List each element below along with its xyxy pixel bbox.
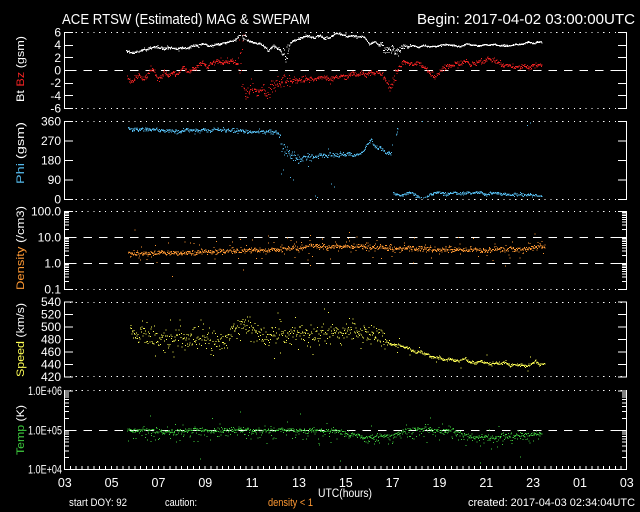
svg-text:-4: -4 xyxy=(50,89,61,103)
svg-text:10.0: 10.0 xyxy=(38,231,62,245)
svg-text:Begin: 2017-04-02 03:00:00UTC: Begin: 2017-04-02 03:00:00UTC xyxy=(417,11,635,28)
svg-text:6: 6 xyxy=(54,26,61,40)
svg-text:Phi (gsm): Phi (gsm) xyxy=(15,122,27,184)
svg-text:03: 03 xyxy=(58,476,72,490)
svg-text:-6: -6 xyxy=(50,102,61,116)
svg-text:caution:: caution: xyxy=(165,497,197,509)
svg-text:Bt Bz (gsm): Bt Bz (gsm) xyxy=(15,36,27,102)
svg-text:4: 4 xyxy=(54,38,61,52)
svg-text:11: 11 xyxy=(246,476,259,490)
svg-text:480: 480 xyxy=(41,333,61,347)
svg-text:1.0E+05: 1.0E+05 xyxy=(28,423,62,437)
svg-text:420: 420 xyxy=(41,370,61,384)
svg-text:100.0: 100.0 xyxy=(31,205,61,219)
svg-text:0: 0 xyxy=(54,193,61,207)
svg-text:created: 2017-04-03 02:34:04UT: created: 2017-04-03 02:34:04UTC xyxy=(468,497,635,509)
svg-text:1.0E+06: 1.0E+06 xyxy=(28,384,62,398)
svg-text:ACE RTSW (Estimated) MAG & SWE: ACE RTSW (Estimated) MAG & SWEPAM xyxy=(62,11,310,28)
svg-text:Temp (K): Temp (K) xyxy=(15,405,27,455)
svg-text:0: 0 xyxy=(54,64,61,78)
svg-text:05: 05 xyxy=(105,476,119,490)
svg-text:90: 90 xyxy=(48,173,62,187)
svg-text:540: 540 xyxy=(41,295,61,309)
svg-text:03: 03 xyxy=(620,476,634,490)
svg-text:460: 460 xyxy=(41,345,61,359)
svg-text:13: 13 xyxy=(292,476,306,490)
svg-text:23: 23 xyxy=(526,476,540,490)
svg-text:start DOY: 92: start DOY: 92 xyxy=(69,497,127,509)
svg-text:500: 500 xyxy=(41,320,61,334)
svg-text:density < 1: density < 1 xyxy=(268,497,313,509)
svg-text:UTC(hours): UTC(hours) xyxy=(318,486,372,500)
svg-text:-2: -2 xyxy=(50,76,61,90)
svg-text:21: 21 xyxy=(479,476,493,490)
svg-text:07: 07 xyxy=(152,476,166,490)
svg-text:1.0: 1.0 xyxy=(44,257,61,271)
svg-text:01: 01 xyxy=(573,476,587,490)
svg-text:180: 180 xyxy=(41,154,61,168)
svg-text:Speed (km/s): Speed (km/s) xyxy=(15,303,27,377)
svg-text:17: 17 xyxy=(386,476,400,490)
svg-text:Density (/cm3): Density (/cm3) xyxy=(15,206,27,290)
svg-text:2: 2 xyxy=(54,51,61,65)
svg-text:1.0E+04: 1.0E+04 xyxy=(28,463,62,477)
svg-text:520: 520 xyxy=(41,308,61,322)
svg-text:0.1: 0.1 xyxy=(44,283,61,297)
svg-text:270: 270 xyxy=(41,134,61,148)
svg-text:09: 09 xyxy=(198,476,212,490)
svg-text:440: 440 xyxy=(41,358,61,372)
svg-text:15: 15 xyxy=(339,476,353,490)
svg-text:360: 360 xyxy=(41,115,61,129)
svg-text:19: 19 xyxy=(433,476,447,490)
